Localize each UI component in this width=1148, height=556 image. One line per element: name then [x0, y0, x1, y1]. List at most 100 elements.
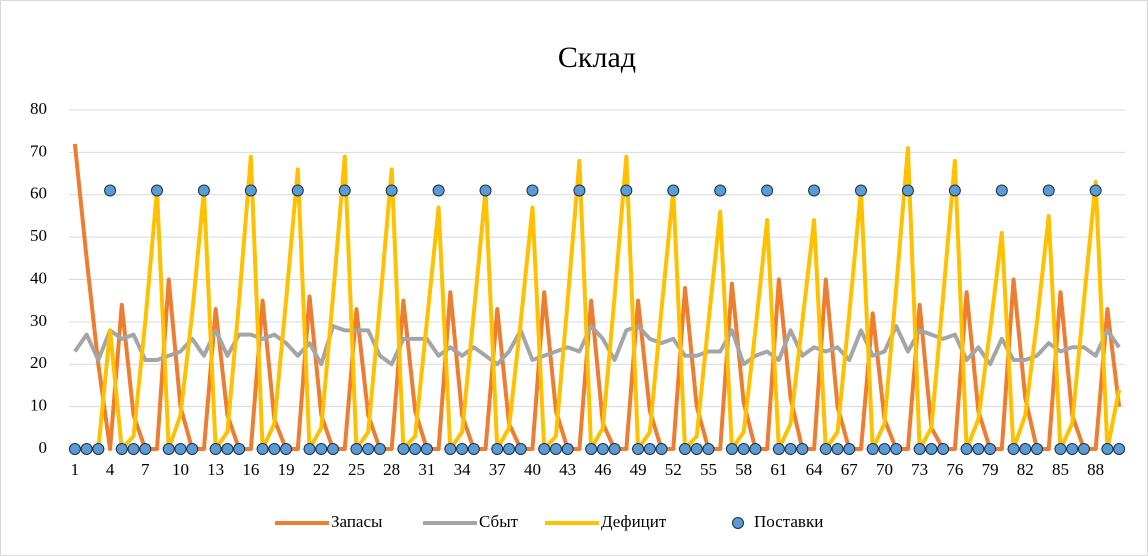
y-tick-label: 80: [30, 99, 47, 118]
marker: [643, 443, 656, 455]
marker: [479, 184, 492, 197]
x-tick-label: 76: [946, 460, 963, 479]
marker: [913, 443, 926, 455]
marker: [432, 184, 445, 197]
marker: [831, 443, 844, 455]
marker: [291, 184, 304, 197]
marker: [538, 443, 551, 455]
marker: [948, 184, 961, 197]
marker: [1077, 443, 1090, 455]
marker: [901, 184, 914, 197]
x-tick-label: 31: [418, 460, 435, 479]
marker: [620, 184, 633, 197]
x-tick-label: 70: [876, 460, 893, 479]
y-tick-label: 30: [30, 311, 47, 330]
marker: [1019, 443, 1032, 455]
marker: [925, 443, 938, 455]
legend-label: Запасы: [331, 512, 383, 531]
y-tick-label: 70: [30, 141, 47, 160]
x-tick-label: 49: [630, 460, 647, 479]
marker: [233, 443, 246, 455]
marker: [866, 443, 879, 455]
y-tick-label: 0: [39, 438, 48, 457]
marker: [995, 184, 1008, 197]
marker: [280, 443, 293, 455]
x-tick-label: 46: [594, 460, 611, 479]
marker: [608, 443, 621, 455]
marker: [1101, 443, 1114, 455]
chart-title: Склад: [558, 41, 636, 74]
marker: [80, 443, 93, 455]
marker: [1089, 184, 1102, 197]
x-tick-label: 61: [770, 460, 787, 479]
marker: [162, 443, 175, 455]
y-tick-label: 20: [30, 353, 47, 372]
marker: [385, 184, 398, 197]
x-tick-label: 43: [559, 460, 576, 479]
marker: [209, 443, 222, 455]
marker: [772, 443, 785, 455]
series-line: [74, 146, 1122, 451]
series-line: [73, 324, 1121, 367]
marker: [526, 184, 539, 197]
marker: [338, 184, 351, 197]
marker: [632, 443, 645, 455]
x-tick-label: 22: [313, 460, 330, 479]
marker: [796, 443, 809, 455]
marker: [397, 443, 410, 455]
marker: [596, 443, 609, 455]
marker: [1054, 443, 1067, 455]
marker: [186, 443, 199, 455]
marker: [679, 443, 691, 455]
x-tick-label: 16: [242, 460, 259, 479]
x-tick-label: 82: [1017, 460, 1034, 479]
marker: [503, 443, 515, 455]
marker: [456, 443, 469, 455]
marker: [127, 443, 140, 455]
marker: [373, 443, 386, 455]
marker: [104, 184, 117, 197]
x-tick-label: 37: [489, 460, 507, 479]
x-tick-label: 34: [454, 460, 472, 479]
marker: [655, 443, 668, 455]
y-tick-label: 50: [30, 226, 47, 245]
marker: [1066, 443, 1079, 455]
marker: [244, 184, 257, 197]
x-tick-label: 64: [806, 460, 824, 479]
x-tick-label: 7: [141, 460, 150, 479]
marker: [737, 443, 750, 455]
marker: [92, 443, 105, 455]
legend-label: Сбыт: [479, 512, 519, 531]
marker: [960, 443, 973, 455]
x-tick-label: 1: [71, 460, 80, 479]
marker: [315, 443, 328, 455]
marker: [890, 443, 903, 455]
marker: [843, 443, 856, 455]
marker: [514, 443, 527, 455]
marker: [256, 443, 269, 455]
marker: [268, 443, 281, 455]
marker: [585, 443, 598, 455]
marker: [1031, 443, 1043, 455]
marker: [725, 443, 738, 455]
marker: [139, 443, 152, 455]
marker: [702, 443, 715, 455]
marker: [362, 443, 375, 455]
marker: [68, 443, 81, 455]
y-tick-label: 60: [30, 184, 47, 203]
marker: [303, 443, 316, 455]
x-tick-label: 40: [524, 460, 541, 479]
marker: [327, 443, 339, 455]
marker: [1042, 184, 1055, 197]
x-tick-label: 52: [665, 460, 682, 479]
marker: [549, 443, 562, 455]
legend-label: Дефицит: [601, 512, 667, 531]
marker: [984, 443, 997, 455]
marker: [409, 443, 422, 455]
x-tick-label: 58: [735, 460, 752, 479]
marker: [1113, 443, 1126, 455]
y-tick-label: 10: [30, 396, 47, 415]
x-tick-label: 85: [1052, 460, 1069, 479]
x-tick-label: 4: [106, 460, 115, 479]
